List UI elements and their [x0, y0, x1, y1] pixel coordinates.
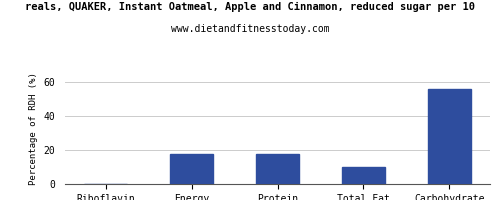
Bar — [256, 154, 299, 184]
Text: reals, QUAKER, Instant Oatmeal, Apple and Cinnamon, reduced sugar per 10: reals, QUAKER, Instant Oatmeal, Apple an… — [25, 2, 475, 12]
Bar — [170, 154, 213, 184]
Bar — [342, 167, 385, 184]
Text: www.dietandfitnesstoday.com: www.dietandfitnesstoday.com — [170, 24, 330, 34]
Bar — [428, 89, 470, 184]
Y-axis label: Percentage of RDH (%): Percentage of RDH (%) — [29, 73, 38, 185]
